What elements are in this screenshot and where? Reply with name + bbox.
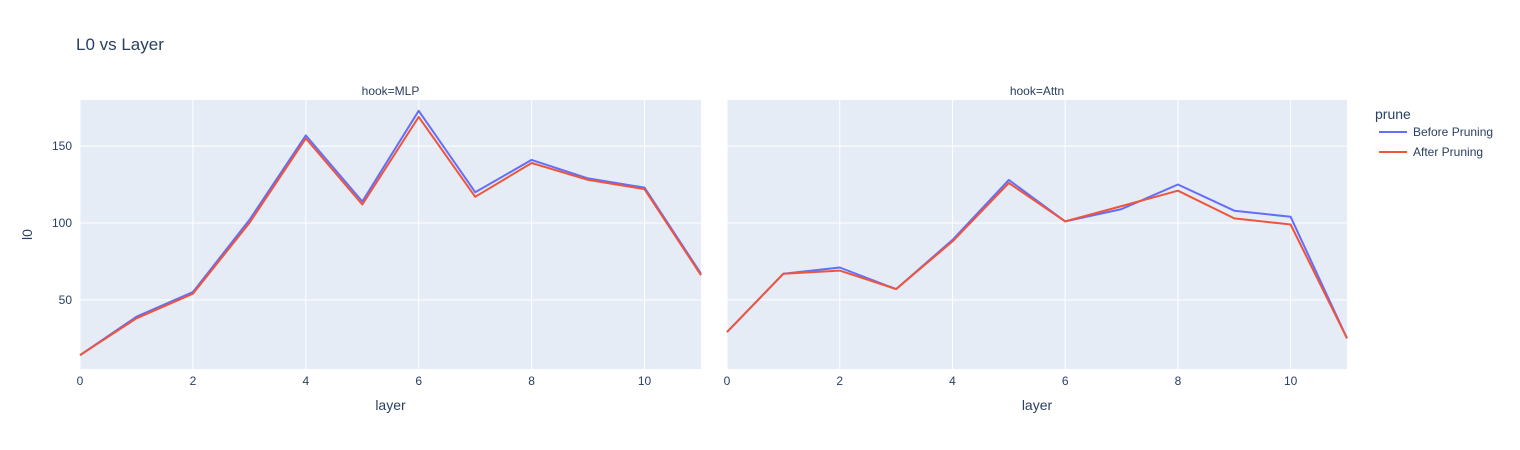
facet-panel-2: 0 2 4 6 8 10 hook=Attn layer — [724, 84, 1348, 413]
legend-label: After Pruning — [1413, 145, 1483, 159]
x-tick-label: 8 — [528, 374, 535, 388]
facet-panel-1: 0 2 4 6 8 10 50 100 150 l0 hook=MLP layer — [19, 84, 702, 413]
series-line-before-pruning[interactable] — [726, 178, 1348, 339]
y-tick-label: 50 — [59, 293, 73, 307]
y-tick-label: 100 — [52, 216, 72, 230]
facet-title: hook=MLP — [362, 84, 420, 98]
chart-title: L0 vs Layer — [76, 35, 164, 54]
x-tick-label: 10 — [1284, 374, 1298, 388]
series-line-after-pruning[interactable] — [726, 182, 1348, 339]
x-tick-label: 4 — [302, 374, 309, 388]
x-tick-label: 6 — [1062, 374, 1069, 388]
x-tick-label: 6 — [415, 374, 422, 388]
x-axis-label: layer — [1022, 397, 1053, 413]
plot-area — [80, 100, 701, 369]
legend-label: Before Pruning — [1413, 125, 1493, 139]
series-line-after-pruning[interactable] — [79, 115, 702, 357]
x-tick-label: 10 — [638, 374, 652, 388]
x-tick-label: 4 — [949, 374, 956, 388]
y-axis-label: l0 — [19, 229, 35, 240]
x-tick-label: 2 — [836, 374, 843, 388]
x-tick-label: 0 — [77, 374, 84, 388]
legend-title: prune — [1375, 106, 1411, 122]
legend[interactable]: Before Pruning After Pruning — [1379, 125, 1493, 159]
facet-panels: 0 2 4 6 8 10 50 100 150 l0 hook=MLP layer 0 2 4 6 8 10 hoo… — [19, 84, 1348, 413]
x-tick-label: 2 — [190, 374, 197, 388]
legend-item-after-pruning[interactable]: After Pruning — [1379, 145, 1483, 159]
facet-title: hook=Attn — [1010, 84, 1064, 98]
legend-item-before-pruning[interactable]: Before Pruning — [1379, 125, 1493, 139]
x-axis-label: layer — [375, 397, 406, 413]
plot-area — [727, 100, 1347, 369]
series-line-before-pruning[interactable] — [79, 109, 702, 357]
x-tick-label: 0 — [724, 374, 731, 388]
x-tick-label: 8 — [1175, 374, 1182, 388]
y-tick-label: 150 — [52, 139, 72, 153]
